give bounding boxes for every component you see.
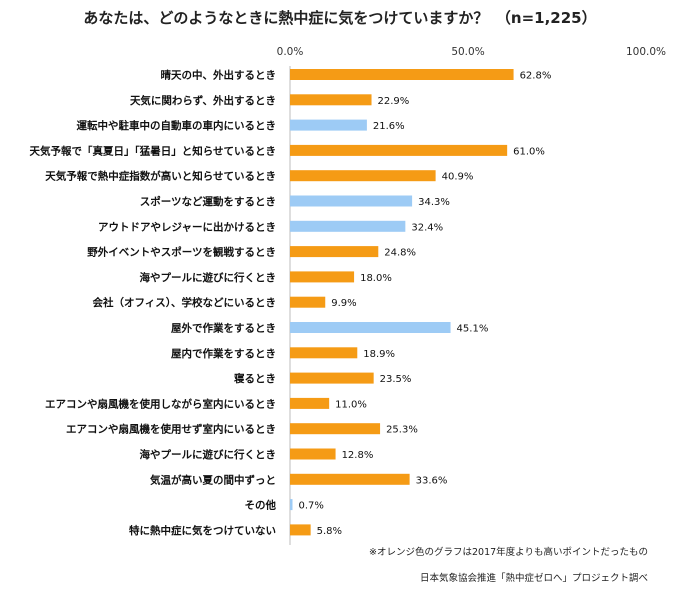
bar (290, 397, 330, 409)
category-label: 天気に関わらず、外出するとき (130, 94, 276, 107)
value-label: 45.1% (457, 324, 489, 335)
value-label: 18.0% (360, 273, 392, 284)
value-label: 5.8% (317, 526, 342, 537)
x-tick-label: 50.0% (451, 46, 484, 58)
bar (290, 499, 293, 511)
value-label: 21.6% (373, 121, 405, 132)
value-label: 24.8% (384, 248, 416, 259)
value-label: 62.8% (520, 71, 552, 82)
value-label: 18.9% (363, 349, 395, 360)
bar (290, 423, 381, 435)
category-label: 晴天の中、外出するとき (161, 69, 277, 82)
category-label: エアコンや扇風機を使用しながら室内にいるとき (45, 397, 276, 410)
x-tick-label: 100.0% (626, 46, 666, 58)
x-tick-labels: 0.0% 50.0% 100.0% (277, 46, 666, 58)
value-label: 40.9% (442, 172, 474, 183)
category-label: 屋外で作業をするとき (171, 322, 276, 335)
value-label: 61.0% (513, 146, 545, 157)
bar (290, 271, 355, 283)
value-label: 0.7% (298, 501, 323, 512)
bar (290, 322, 451, 333)
category-label: 天気予報で「真夏日」「猛暑日」と知らせているとき (29, 144, 276, 157)
value-label: 9.9% (331, 298, 356, 309)
bar (290, 246, 379, 258)
value-label: 25.3% (386, 425, 418, 436)
value-labels: 62.8% 22.9% 21.6% 61.0% 40.9% 34.3% 32.4% 24.8%… (298, 71, 551, 537)
bar (290, 372, 374, 384)
chart-title: あなたは、どのようなときに熱中症に気をつけていますか？ （n=1,225） (83, 9, 596, 27)
value-label: 12.8% (342, 450, 374, 461)
category-label: アウトドアやレジャーに出かけるとき (98, 220, 276, 233)
value-label: 22.9% (378, 96, 410, 107)
bar (290, 69, 514, 80)
category-label: 野外イベントやスポーツを観戦するとき (87, 246, 276, 259)
value-label: 11.0% (335, 399, 367, 410)
source-note: 日本気象協会推進「熱中症ゼロへ」プロジェクト調べ (420, 572, 648, 584)
value-label: 33.6% (416, 475, 448, 486)
bars (290, 69, 514, 536)
value-label: 34.3% (418, 197, 450, 208)
category-label: 屋内で作業をするとき (171, 347, 276, 360)
x-tick-label: 0.0% (277, 46, 304, 58)
color-note: ※オレンジ色のグラフは2017年度よりも高いポイントだったもの (369, 546, 648, 558)
category-label: 運転中や駐車中の自動車の車内にいるとき (77, 119, 277, 132)
bar (290, 220, 406, 232)
bar (290, 119, 367, 131)
bar (290, 94, 372, 106)
value-label: 23.5% (380, 374, 412, 385)
category-label: 天気予報で熱中症指数が高いと知らせているとき (45, 170, 276, 183)
category-label: スポーツなど運動をするとき (140, 195, 276, 208)
category-label: 気温が高い夏の間中ずっと (149, 473, 276, 486)
bar (290, 473, 410, 485)
category-label: 海やプールに遊びに行くとき (140, 448, 277, 461)
category-label: その他 (245, 499, 277, 512)
category-label: 特に熱中症に気をつけていない (129, 524, 276, 537)
bar (290, 524, 311, 536)
value-label: 32.4% (411, 222, 443, 233)
bar (290, 347, 358, 359)
category-label: エアコンや扇風機を使用せず室内にいるとき (66, 423, 276, 436)
bar (290, 170, 436, 182)
category-label: 会社（オフィス）、学校などにいるとき (92, 296, 276, 309)
category-labels: 晴天の中、外出するとき天気に関わらず、外出するとき運転中や駐車中の自動車の車内に… (29, 69, 276, 537)
bar (290, 195, 413, 207)
category-label: 寝るとき (234, 372, 276, 385)
bar (290, 448, 336, 460)
category-label: 海やプールに遊びに行くとき (140, 271, 277, 284)
bar (290, 144, 508, 156)
bar (290, 296, 326, 308)
